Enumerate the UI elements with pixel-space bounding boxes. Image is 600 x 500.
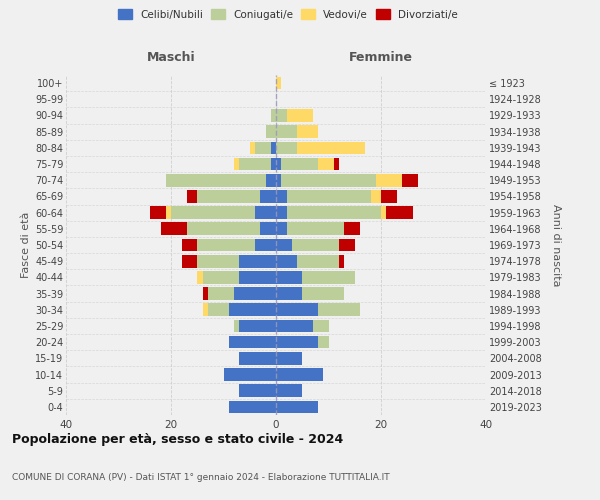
Bar — [229, 336, 276, 348]
Bar — [166, 206, 171, 219]
Bar — [313, 320, 329, 332]
Bar — [276, 238, 292, 252]
Bar — [276, 255, 297, 268]
Bar — [223, 368, 276, 381]
Bar — [239, 384, 276, 397]
Bar — [318, 158, 334, 170]
Bar — [187, 222, 260, 235]
Bar — [208, 288, 234, 300]
Bar — [287, 222, 344, 235]
Bar — [276, 352, 302, 364]
Bar — [239, 158, 271, 170]
Bar — [182, 255, 197, 268]
Text: Popolazione per età, sesso e stato civile - 2024: Popolazione per età, sesso e stato civil… — [12, 432, 343, 446]
Bar — [255, 238, 276, 252]
Bar — [276, 400, 318, 413]
Bar — [161, 222, 187, 235]
Bar — [255, 142, 271, 154]
Bar — [239, 320, 276, 332]
Bar — [150, 206, 166, 219]
Bar — [276, 384, 302, 397]
Bar — [276, 142, 297, 154]
Bar — [203, 271, 239, 283]
Bar — [239, 271, 276, 283]
Bar — [297, 126, 318, 138]
Bar — [276, 368, 323, 381]
Bar — [197, 271, 203, 283]
Bar — [271, 142, 276, 154]
Bar — [197, 238, 255, 252]
Bar — [276, 304, 318, 316]
Bar — [402, 174, 418, 186]
Bar — [182, 238, 197, 252]
Bar — [271, 109, 276, 122]
Bar — [197, 255, 239, 268]
Bar — [166, 174, 265, 186]
Y-axis label: Fasce di età: Fasce di età — [20, 212, 31, 278]
Bar — [371, 190, 381, 202]
Bar — [208, 304, 229, 316]
Text: Maschi: Maschi — [146, 52, 196, 64]
Bar — [250, 142, 255, 154]
Bar — [276, 126, 297, 138]
Y-axis label: Anni di nascita: Anni di nascita — [551, 204, 561, 286]
Bar — [276, 174, 281, 186]
Bar — [318, 336, 329, 348]
Bar — [376, 174, 402, 186]
Bar — [276, 288, 302, 300]
Bar — [339, 238, 355, 252]
Bar — [297, 142, 365, 154]
Text: COMUNE DI CORANA (PV) - Dati ISTAT 1° gennaio 2024 - Elaborazione TUTTITALIA.IT: COMUNE DI CORANA (PV) - Dati ISTAT 1° ge… — [12, 473, 389, 482]
Bar — [239, 255, 276, 268]
Bar — [381, 190, 397, 202]
Bar — [276, 222, 287, 235]
Bar — [287, 206, 381, 219]
Bar — [276, 158, 281, 170]
Bar — [386, 206, 413, 219]
Bar — [276, 206, 287, 219]
Bar — [229, 304, 276, 316]
Bar — [171, 206, 255, 219]
Bar — [229, 400, 276, 413]
Bar — [271, 158, 276, 170]
Bar — [276, 109, 287, 122]
Bar — [339, 255, 344, 268]
Bar — [234, 320, 239, 332]
Bar — [239, 352, 276, 364]
Bar — [197, 190, 260, 202]
Bar — [260, 190, 276, 202]
Bar — [287, 190, 371, 202]
Bar — [276, 320, 313, 332]
Bar — [287, 109, 313, 122]
Bar — [234, 288, 276, 300]
Text: Femmine: Femmine — [349, 52, 413, 64]
Bar — [281, 158, 318, 170]
Bar — [265, 174, 276, 186]
Bar — [292, 238, 339, 252]
Bar — [187, 190, 197, 202]
Bar — [276, 271, 302, 283]
Bar — [344, 222, 360, 235]
Bar — [381, 206, 386, 219]
Bar — [203, 304, 208, 316]
Bar — [203, 288, 208, 300]
Legend: Celibi/Nubili, Coniugati/e, Vedovi/e, Divorziati/e: Celibi/Nubili, Coniugati/e, Vedovi/e, Di… — [114, 5, 462, 24]
Bar — [297, 255, 339, 268]
Bar — [318, 304, 360, 316]
Bar — [302, 271, 355, 283]
Bar — [276, 336, 318, 348]
Bar — [334, 158, 339, 170]
Bar — [281, 174, 376, 186]
Bar — [265, 126, 276, 138]
Bar — [255, 206, 276, 219]
Bar — [302, 288, 344, 300]
Bar — [276, 190, 287, 202]
Bar — [234, 158, 239, 170]
Bar — [276, 77, 281, 90]
Bar — [260, 222, 276, 235]
